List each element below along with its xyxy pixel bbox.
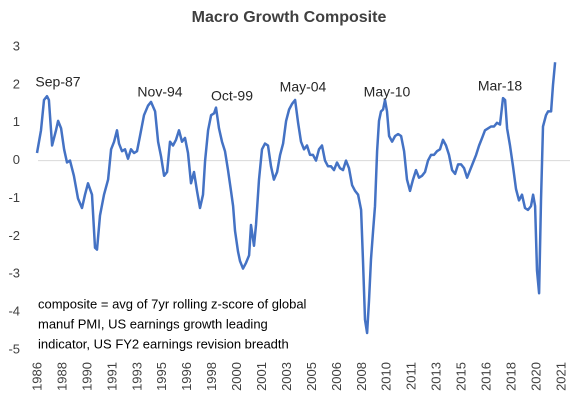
- x-tick-label: 2021: [553, 362, 568, 391]
- y-tick-label: 2: [13, 76, 20, 91]
- y-tick-label: 1: [13, 114, 20, 129]
- note-line: manuf PMI, US earnings growth leading: [38, 316, 268, 331]
- data-line: [35, 62, 557, 335]
- x-tick-label: 2013: [429, 362, 444, 391]
- annotation: May-10: [364, 84, 411, 100]
- y-tick-label: -3: [8, 266, 20, 281]
- x-tick-label: 2000: [229, 362, 244, 391]
- x-tick-label: 1995: [154, 362, 169, 391]
- x-tick-label: 1990: [79, 362, 94, 391]
- x-tick-label: 2008: [354, 362, 369, 391]
- x-tick-label: 2010: [379, 362, 394, 391]
- x-tick-label: 2018: [504, 362, 519, 391]
- y-tick-label: 3: [13, 38, 20, 53]
- x-tick-label: 1991: [104, 362, 119, 391]
- x-tick-label: 1993: [129, 362, 144, 391]
- x-tick-label: 1996: [179, 362, 194, 391]
- y-tick-label: 0: [13, 152, 20, 167]
- annotation: Sep-87: [35, 74, 80, 90]
- annotation: May-04: [280, 79, 327, 95]
- note-line: indicator, US FY2 earnings revision brea…: [38, 336, 289, 351]
- annotation: Nov-94: [137, 84, 182, 100]
- x-tick-label: 2015: [454, 362, 469, 391]
- x-tick-label: 2003: [279, 362, 294, 391]
- x-tick-label: 1998: [204, 362, 219, 391]
- x-tick-label: 2005: [304, 362, 319, 391]
- x-tick-label: 2011: [404, 362, 419, 390]
- x-tick-label: 2006: [329, 362, 344, 391]
- y-tick-label: -2: [8, 228, 20, 243]
- y-tick-label: -5: [8, 341, 20, 356]
- x-tick-label: 2001: [254, 362, 269, 391]
- y-tick-label: -4: [8, 304, 20, 319]
- chart-title: Macro Growth Composite: [192, 9, 387, 26]
- x-tick-label: 1986: [29, 362, 44, 391]
- x-tick-label: 2020: [528, 362, 543, 391]
- annotation: Oct-99: [211, 88, 253, 104]
- x-tick-label: 2016: [479, 362, 494, 391]
- note-line: composite = avg of 7yr rolling z-score o…: [38, 296, 307, 311]
- x-tick-label: 1988: [54, 362, 69, 391]
- annotation: Mar-18: [478, 78, 523, 94]
- y-tick-label: -1: [8, 190, 20, 205]
